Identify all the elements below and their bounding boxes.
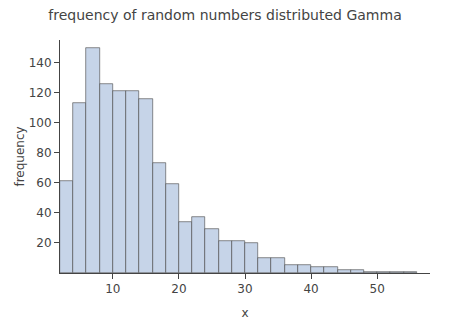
svg-text:50: 50 — [369, 282, 384, 296]
svg-text:120: 120 — [29, 86, 52, 100]
svg-text:10: 10 — [105, 282, 120, 296]
svg-text:frequency: frequency — [13, 126, 27, 186]
svg-text:80: 80 — [36, 146, 51, 160]
svg-text:140: 140 — [29, 56, 52, 70]
svg-text:60: 60 — [36, 176, 51, 190]
svg-text:x: x — [241, 306, 248, 320]
svg-text:40: 40 — [36, 206, 51, 220]
svg-text:100: 100 — [29, 116, 52, 130]
svg-text:30: 30 — [237, 282, 252, 296]
svg-text:20: 20 — [36, 236, 51, 250]
svg-text:frequency of random numbers di: frequency of random numbers distributed … — [48, 7, 401, 23]
svg-text:20: 20 — [171, 282, 186, 296]
svg-text:40: 40 — [303, 282, 318, 296]
